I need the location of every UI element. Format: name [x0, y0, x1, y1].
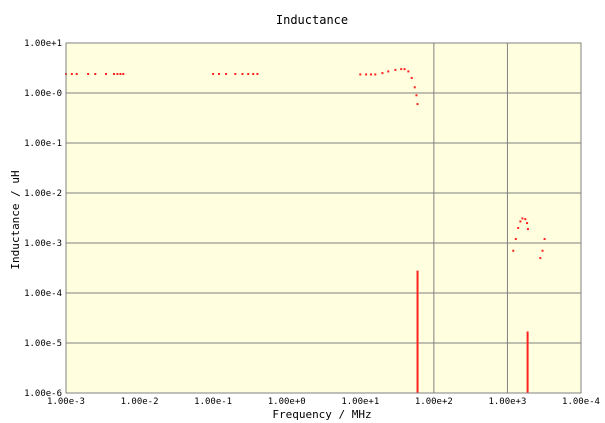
data-point: [365, 73, 368, 76]
data-point: [517, 226, 520, 229]
data-point: [413, 86, 416, 89]
data-point: [541, 249, 544, 252]
y-tick-label: 1.00e-2: [24, 189, 62, 199]
data-point: [519, 220, 522, 223]
data-point: [217, 72, 220, 75]
data-point: [113, 72, 116, 75]
data-point: [374, 73, 377, 76]
data-point: [416, 103, 419, 106]
data-point: [526, 228, 529, 231]
y-tick-labels: 1.00e+1 1.00e-0 1.00e-1 1.00e-2 1.00e-3 1.00e…: [24, 39, 62, 399]
data-point: [387, 70, 390, 73]
x-tick-label: 1.00e+2: [415, 397, 453, 407]
y-tick-label: 1.00e-4: [24, 289, 62, 299]
x-tick-label: 1.00e-4: [562, 397, 600, 407]
data-point: [370, 73, 373, 76]
data-point: [87, 72, 90, 75]
data-point: [94, 72, 97, 75]
x-axis-title: Frequency / MHz: [272, 408, 371, 421]
x-tick-labels: 1.00e-3 1.00e-2 1.00e-1 1.00e+0 1.00e+1 1.00e…: [47, 397, 600, 407]
x-gridlines: [433, 43, 508, 393]
data-point: [394, 68, 397, 71]
plot-area: [66, 43, 581, 393]
data-point: [400, 68, 403, 71]
data-point: [543, 238, 546, 241]
series-spikes: [416, 270, 529, 393]
data-point: [359, 73, 362, 76]
data-point: [521, 217, 524, 220]
x-tick-label: 1.00e+1: [341, 397, 379, 407]
y-tick-label: 1.00e-1: [24, 139, 62, 149]
data-point: [105, 72, 108, 75]
series-dots: [65, 68, 546, 260]
y-tick-label: 1.00e+1: [24, 39, 62, 49]
x-tick-label: 1.00e+3: [488, 397, 526, 407]
data-point: [524, 218, 527, 221]
data-point: [407, 70, 410, 73]
x-tick-label: 1.00e-3: [47, 397, 85, 407]
data-point: [247, 72, 250, 75]
y-axis-title: Inductance / uH: [9, 170, 22, 269]
data-point: [514, 238, 517, 241]
data-point: [410, 76, 413, 79]
data-point: [212, 72, 215, 75]
x-tick-label: 1.00e-2: [121, 397, 159, 407]
series-layer: [65, 68, 546, 393]
data-point: [403, 68, 406, 71]
data-point: [252, 72, 255, 75]
x-tick-label: 1.00e-1: [194, 397, 232, 407]
data-point: [512, 249, 515, 252]
data-point: [122, 72, 125, 75]
x-tick-label: 1.00e+0: [268, 397, 306, 407]
plot-frame: [65, 42, 582, 394]
y-tick-label: 1.00e-0: [24, 89, 62, 99]
data-point: [415, 94, 418, 97]
data-point: [119, 72, 122, 75]
y-gridlines: [66, 92, 581, 344]
y-tick-label: 1.00e-5: [24, 339, 62, 349]
data-point: [234, 72, 237, 75]
data-point: [116, 72, 119, 75]
data-point: [256, 72, 259, 75]
chart-title: Inductance: [276, 13, 348, 27]
y-tick-label: 1.00e-6: [24, 389, 62, 399]
data-point: [539, 257, 542, 260]
data-point: [381, 72, 384, 75]
data-point: [526, 222, 529, 225]
data-point: [70, 72, 73, 75]
data-point: [241, 72, 244, 75]
y-tick-label: 1.00e-3: [24, 239, 62, 249]
data-point: [225, 72, 228, 75]
data-point: [75, 72, 78, 75]
